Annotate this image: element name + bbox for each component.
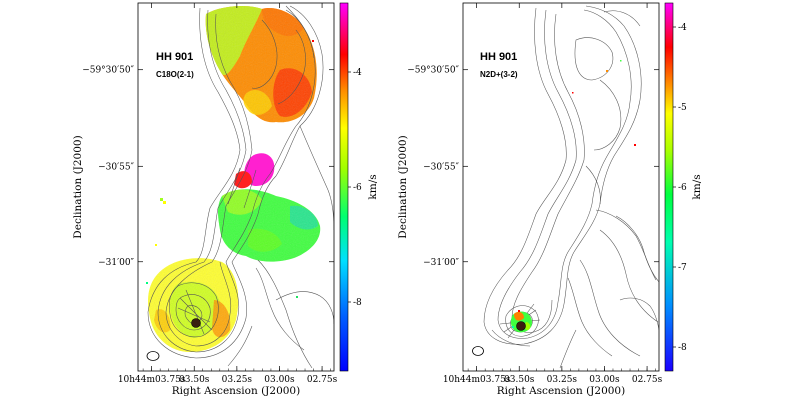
x-axis-title-2: Right Ascension (J2000) [497,385,625,397]
x-tick-label: 03.00s [589,375,620,385]
source-marker-2 [516,321,526,331]
plot-frame-2 [462,2,660,372]
y-tick-label: −30′55″ [423,162,459,172]
colorbar-ticks-2: -4 -5 -6 -7 -8 [673,23,687,353]
colorbar-tick-label: -8 [678,343,687,353]
colorbar-tick-label: -7 [678,263,687,273]
plot-frame-1 [137,2,335,372]
colorbar-tick-label: -6 [678,183,687,193]
y-tick-label: −31′00″ [98,258,134,268]
panel-2-subtitle: N2D+(3-2) [480,70,518,79]
y-axis-title-2: Declination (J2000) [397,135,409,238]
ticks-2 [463,3,659,371]
panel-c18o: HH 901 C18O(2-1) −59°30′50″ −30′55″ −31′00… [72,2,379,397]
x-tick-label: 03.50s [179,375,210,385]
y-tick-labels-1: −59°30′50″ −30′55″ −31′00″ [82,66,134,268]
colorbar-tick-label: -4 [678,23,687,33]
panel-2-title: HH 901 [480,51,517,63]
x-tick-label: 03.25s [222,375,253,385]
x-tick-label: 03.25s [547,375,578,385]
colorbar-tick-label: -4 [353,68,362,78]
colorbar-label-2: km/s [691,174,703,199]
panel-1-subtitle: C18O(2-1) [156,70,194,79]
c18o-contours [147,5,334,369]
x-tick-label: 02.75s [307,375,338,385]
y-axis-title-1: Declination (J2000) [72,135,84,238]
x-axis-title-1: Right Ascension (J2000) [172,385,300,397]
beam-ellipse [146,351,160,361]
colorbar-tick-label: -5 [678,103,687,113]
source-marker [191,318,201,328]
y-tick-labels-2: −59°30′50″ −30′55″ −31′00″ [407,66,459,268]
x-tick-label: 03.50s [504,375,535,385]
x-tick-label: 03.00s [264,375,295,385]
panel-1-title: HH 901 [156,51,193,63]
y-tick-label: −59°30′50″ [407,66,459,76]
colorbar-label-1: km/s [367,174,379,199]
y-tick-label: −31′00″ [423,258,459,268]
x-tick-label: 10h44m03.75s [118,375,186,385]
ticks-1 [138,3,334,371]
colorbar-tick-label: -8 [353,298,362,308]
y-tick-label: −59°30′50″ [82,66,134,76]
colorbar-1 [339,2,349,372]
colorbar-tick-label: -6 [353,183,362,193]
region-neck [244,153,275,186]
y-tick-label: −30′55″ [98,162,134,172]
x-tick-label: 02.75s [632,375,663,385]
n2dplus-contours [483,5,659,369]
n2dplus-emission-map [472,5,659,369]
panel-n2dplus: HH 901 N2D+(3-2) −59°30′50″ −30′55″ −31′00… [397,2,703,397]
colorbar-2 [664,2,674,372]
c18o-emission-map [146,5,334,369]
beam-ellipse-2 [472,346,484,356]
x-tick-label: 10h44m03.75s [443,375,511,385]
colorbar-ticks-1: -4 -6 -8 [348,68,362,308]
